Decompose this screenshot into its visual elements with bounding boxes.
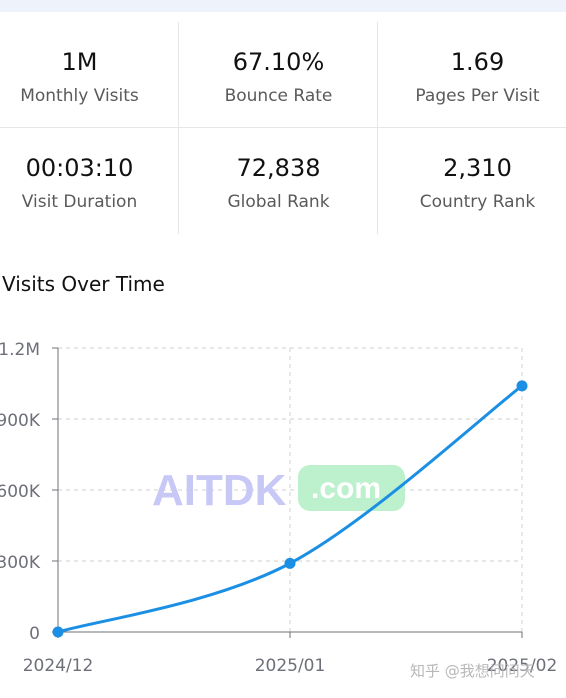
y-tick-label: 1.2M	[0, 340, 40, 360]
brand-domain: .com	[311, 472, 381, 505]
watermark: 知乎 @我想问问天	[410, 662, 535, 680]
stat-value: 1M	[61, 48, 98, 76]
data-point	[516, 380, 528, 392]
brand-overlay: AITDK .com	[152, 465, 405, 515]
section-title: Visits Over Time	[2, 272, 165, 296]
y-tick-labels: 0 300K 600K 900K 1.2M	[0, 340, 41, 644]
stats-grid: 1M Monthly Visits 67.10% Bounce Rate 1.6…	[0, 22, 566, 234]
stat-label: Monthly Visits	[20, 86, 139, 106]
y-tick-label: 300K	[0, 553, 41, 573]
stat-label: Country Rank	[419, 192, 536, 212]
stat-value: 2,310	[443, 154, 512, 182]
divider	[178, 22, 179, 234]
data-point	[52, 626, 64, 638]
stat-value: 72,838	[236, 154, 321, 182]
y-tick-label: 600K	[0, 482, 41, 502]
stat-monthly-visits: 1M Monthly Visits	[0, 22, 179, 126]
divider	[377, 22, 378, 234]
chart-series	[52, 380, 528, 638]
divider	[0, 127, 566, 128]
stat-bounce-rate: 67.10% Bounce Rate	[179, 22, 378, 126]
stat-value: 00:03:10	[25, 154, 134, 182]
stat-label: Global Rank	[227, 192, 330, 212]
stat-pages-per-visit: 1.69 Pages Per Visit	[378, 22, 566, 126]
x-tick-labels: 2024/12 2025/01 2025/02	[23, 656, 558, 676]
stat-label: Pages Per Visit	[415, 86, 540, 106]
stat-visit-duration: 00:03:10 Visit Duration	[0, 128, 179, 232]
stat-country-rank: 2,310 Country Rank	[378, 128, 566, 232]
chart-grid	[58, 347, 523, 632]
chart-axes	[52, 347, 523, 638]
top-bar	[0, 0, 566, 12]
brand-text: AITDK	[152, 466, 287, 515]
data-point	[284, 557, 296, 569]
stat-label: Bounce Rate	[224, 86, 333, 106]
y-tick-label: 0	[29, 624, 40, 644]
brand-domain-badge	[298, 465, 405, 511]
x-tick-label: 2025/02	[487, 656, 558, 676]
x-tick-label: 2025/01	[255, 656, 326, 676]
y-tick-label: 900K	[0, 411, 41, 431]
x-tick-label: 2024/12	[23, 656, 94, 676]
stat-value: 67.10%	[232, 48, 325, 76]
stat-label: Visit Duration	[21, 192, 138, 212]
stat-global-rank: 72,838 Global Rank	[179, 128, 378, 232]
stat-value: 1.69	[450, 48, 505, 76]
